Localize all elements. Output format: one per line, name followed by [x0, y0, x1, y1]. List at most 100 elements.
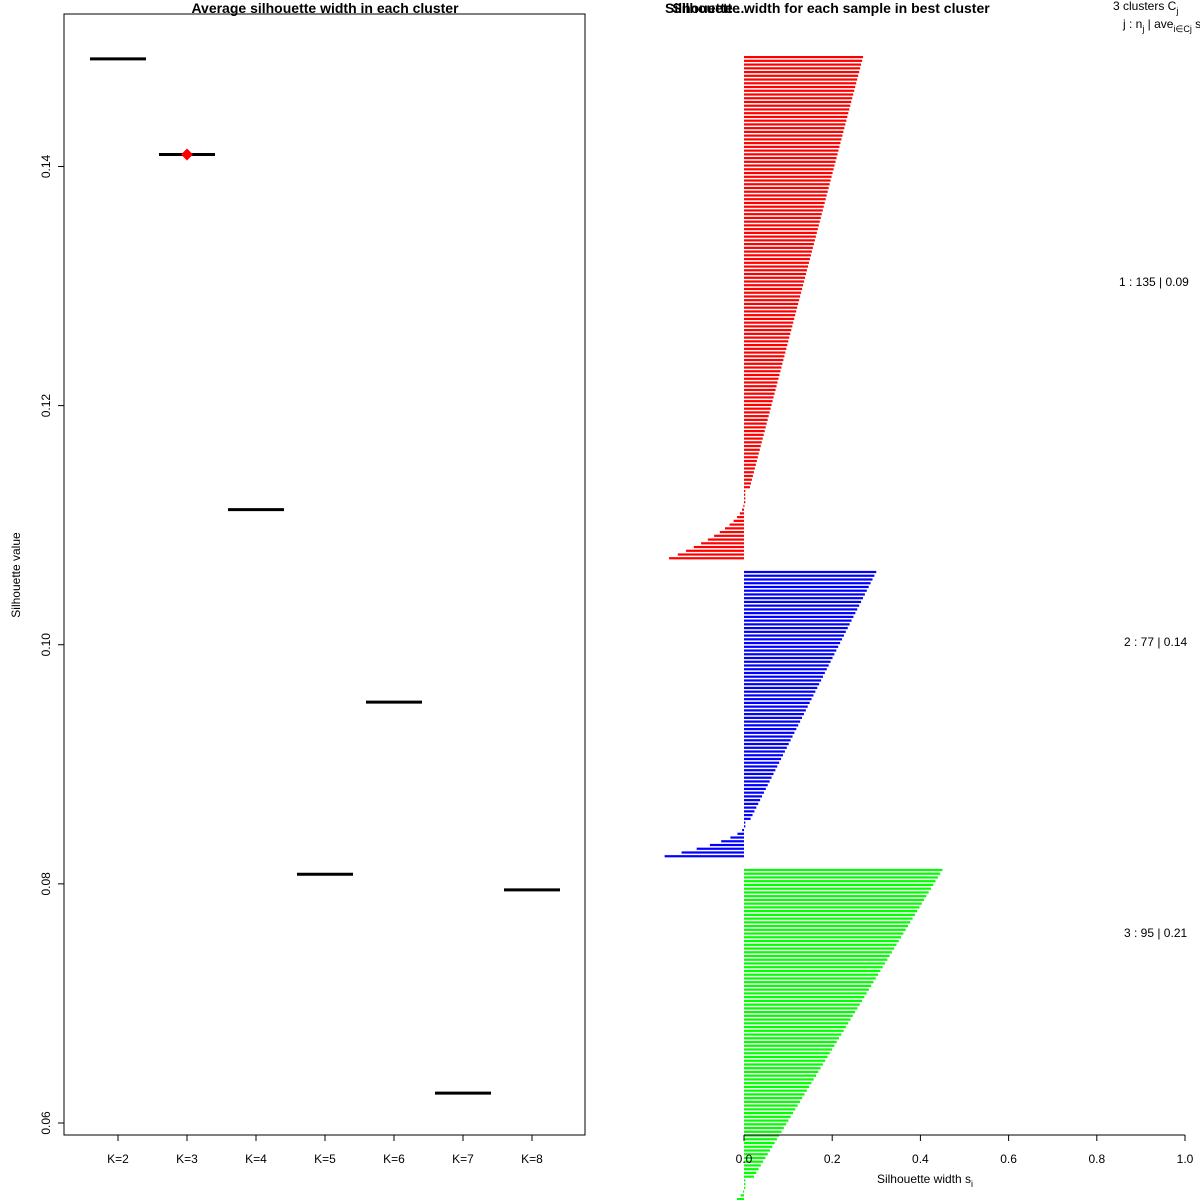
silhouette-bar	[744, 784, 768, 787]
silhouette-bar	[744, 627, 848, 630]
silhouette-bar	[744, 336, 790, 339]
silhouette-bar	[744, 615, 854, 618]
silhouette-bar	[744, 772, 774, 776]
silhouette-bar	[744, 287, 803, 291]
silhouette-bar	[744, 638, 843, 641]
right-x-axis: 0.0 0.2 0.4 0.6 0.8 1.0	[736, 1135, 1194, 1166]
silhouette-bar	[707, 538, 744, 541]
silhouette-bar	[744, 709, 806, 712]
silhouette-bar	[743, 504, 745, 507]
silhouette-bar	[744, 1126, 784, 1130]
silhouette-bar	[744, 690, 816, 693]
silhouette-bar	[744, 1067, 821, 1070]
silhouette-bar	[744, 634, 844, 637]
silhouette-bar	[744, 996, 865, 999]
silhouette-bar	[744, 138, 842, 141]
legend-subheader-sub2: i∈Cj	[1173, 24, 1191, 34]
silhouette-bar	[740, 1194, 744, 1197]
silhouette-bar	[744, 668, 827, 671]
silhouette-bar	[744, 1007, 858, 1010]
silhouette-bar	[743, 1190, 745, 1193]
silhouette-bar	[742, 508, 744, 511]
silhouette-bar	[744, 493, 746, 496]
silhouette-bar	[744, 459, 757, 463]
silhouette-bar	[721, 840, 744, 843]
silhouette-bar	[744, 1018, 851, 1021]
cluster-2-bars	[664, 570, 877, 858]
silhouette-bar	[744, 608, 858, 611]
silhouette-bar	[744, 388, 776, 392]
silhouette-bar	[744, 1011, 856, 1014]
silhouette-bar	[744, 310, 797, 313]
silhouette-bar	[744, 1156, 766, 1160]
silhouette-bar	[744, 1044, 835, 1047]
silhouette-bar	[744, 1052, 830, 1055]
silhouette-bar	[744, 656, 833, 660]
legend-subheader-end: s	[1192, 17, 1200, 31]
silhouette-bar	[709, 843, 744, 847]
silhouette-bar	[744, 235, 816, 238]
silhouette-bar	[744, 100, 852, 104]
silhouette-bar	[744, 966, 883, 969]
silhouette-bar	[744, 698, 812, 701]
right-x-axis-label-main: Silhouette width s	[877, 1172, 971, 1186]
left-x-tick-label: K=2	[107, 1152, 129, 1166]
silhouette-bar	[744, 1097, 803, 1100]
silhouette-bar	[744, 228, 818, 231]
silhouette-bar	[744, 612, 856, 615]
silhouette-bar	[744, 765, 778, 768]
silhouette-bar	[744, 179, 831, 182]
silhouette-bar	[744, 1123, 787, 1126]
silhouette-bar	[744, 705, 808, 708]
silhouette-bar	[744, 1003, 860, 1006]
silhouette-bar	[744, 1119, 789, 1122]
silhouette-bar	[744, 474, 753, 478]
silhouette-bar	[744, 814, 753, 817]
silhouette-bar	[744, 954, 890, 958]
silhouette-bar	[737, 832, 744, 835]
silhouette-bar	[744, 396, 774, 399]
silhouette-bar	[744, 130, 844, 133]
silhouette-bar	[744, 984, 872, 988]
silhouette-bar	[744, 750, 785, 753]
silhouette-bar	[744, 582, 871, 585]
silhouette-bar	[744, 694, 814, 697]
silhouette-bar	[744, 355, 785, 358]
silhouette-bar	[744, 649, 837, 652]
right-x-tick-label: 0.8	[1088, 1152, 1105, 1166]
silhouette-bar	[744, 1022, 849, 1025]
silhouette-bar	[739, 512, 744, 515]
silhouette-bar	[744, 988, 869, 991]
right-x-axis-label-subscript: i	[971, 1179, 973, 1189]
silhouette-bar	[744, 593, 865, 596]
silhouette-bar	[744, 183, 830, 186]
silhouette-bar	[744, 205, 824, 208]
best-k-marker	[181, 148, 193, 161]
silhouette-bar	[744, 254, 811, 257]
silhouette-bar	[744, 817, 751, 820]
silhouette-bar	[744, 149, 839, 152]
silhouette-bar	[744, 430, 765, 433]
silhouette-bar	[744, 962, 885, 965]
silhouette-bar	[744, 898, 925, 901]
silhouette-bar	[744, 329, 792, 332]
silhouette-bar	[744, 243, 814, 246]
silhouette-bar	[744, 795, 763, 798]
silhouette-bar	[696, 847, 744, 850]
silhouette-bar	[733, 519, 744, 522]
silhouette-bar	[744, 653, 835, 656]
silhouette-bar	[744, 216, 821, 220]
silhouette-bar	[744, 992, 867, 995]
silhouette-bar	[744, 441, 762, 444]
silhouette-bar	[744, 486, 750, 489]
silhouette-bar	[744, 973, 879, 976]
right-x-tick-label: 0.6	[1000, 1152, 1017, 1166]
silhouette-bar	[744, 385, 777, 388]
silhouette-bar	[744, 910, 918, 913]
silhouette-bar	[669, 557, 744, 560]
silhouette-bar	[744, 761, 780, 764]
silhouette-bar	[744, 1025, 846, 1029]
silhouette-bar	[744, 291, 802, 294]
silhouette-bar	[744, 224, 819, 227]
silhouette-bar	[744, 623, 850, 626]
